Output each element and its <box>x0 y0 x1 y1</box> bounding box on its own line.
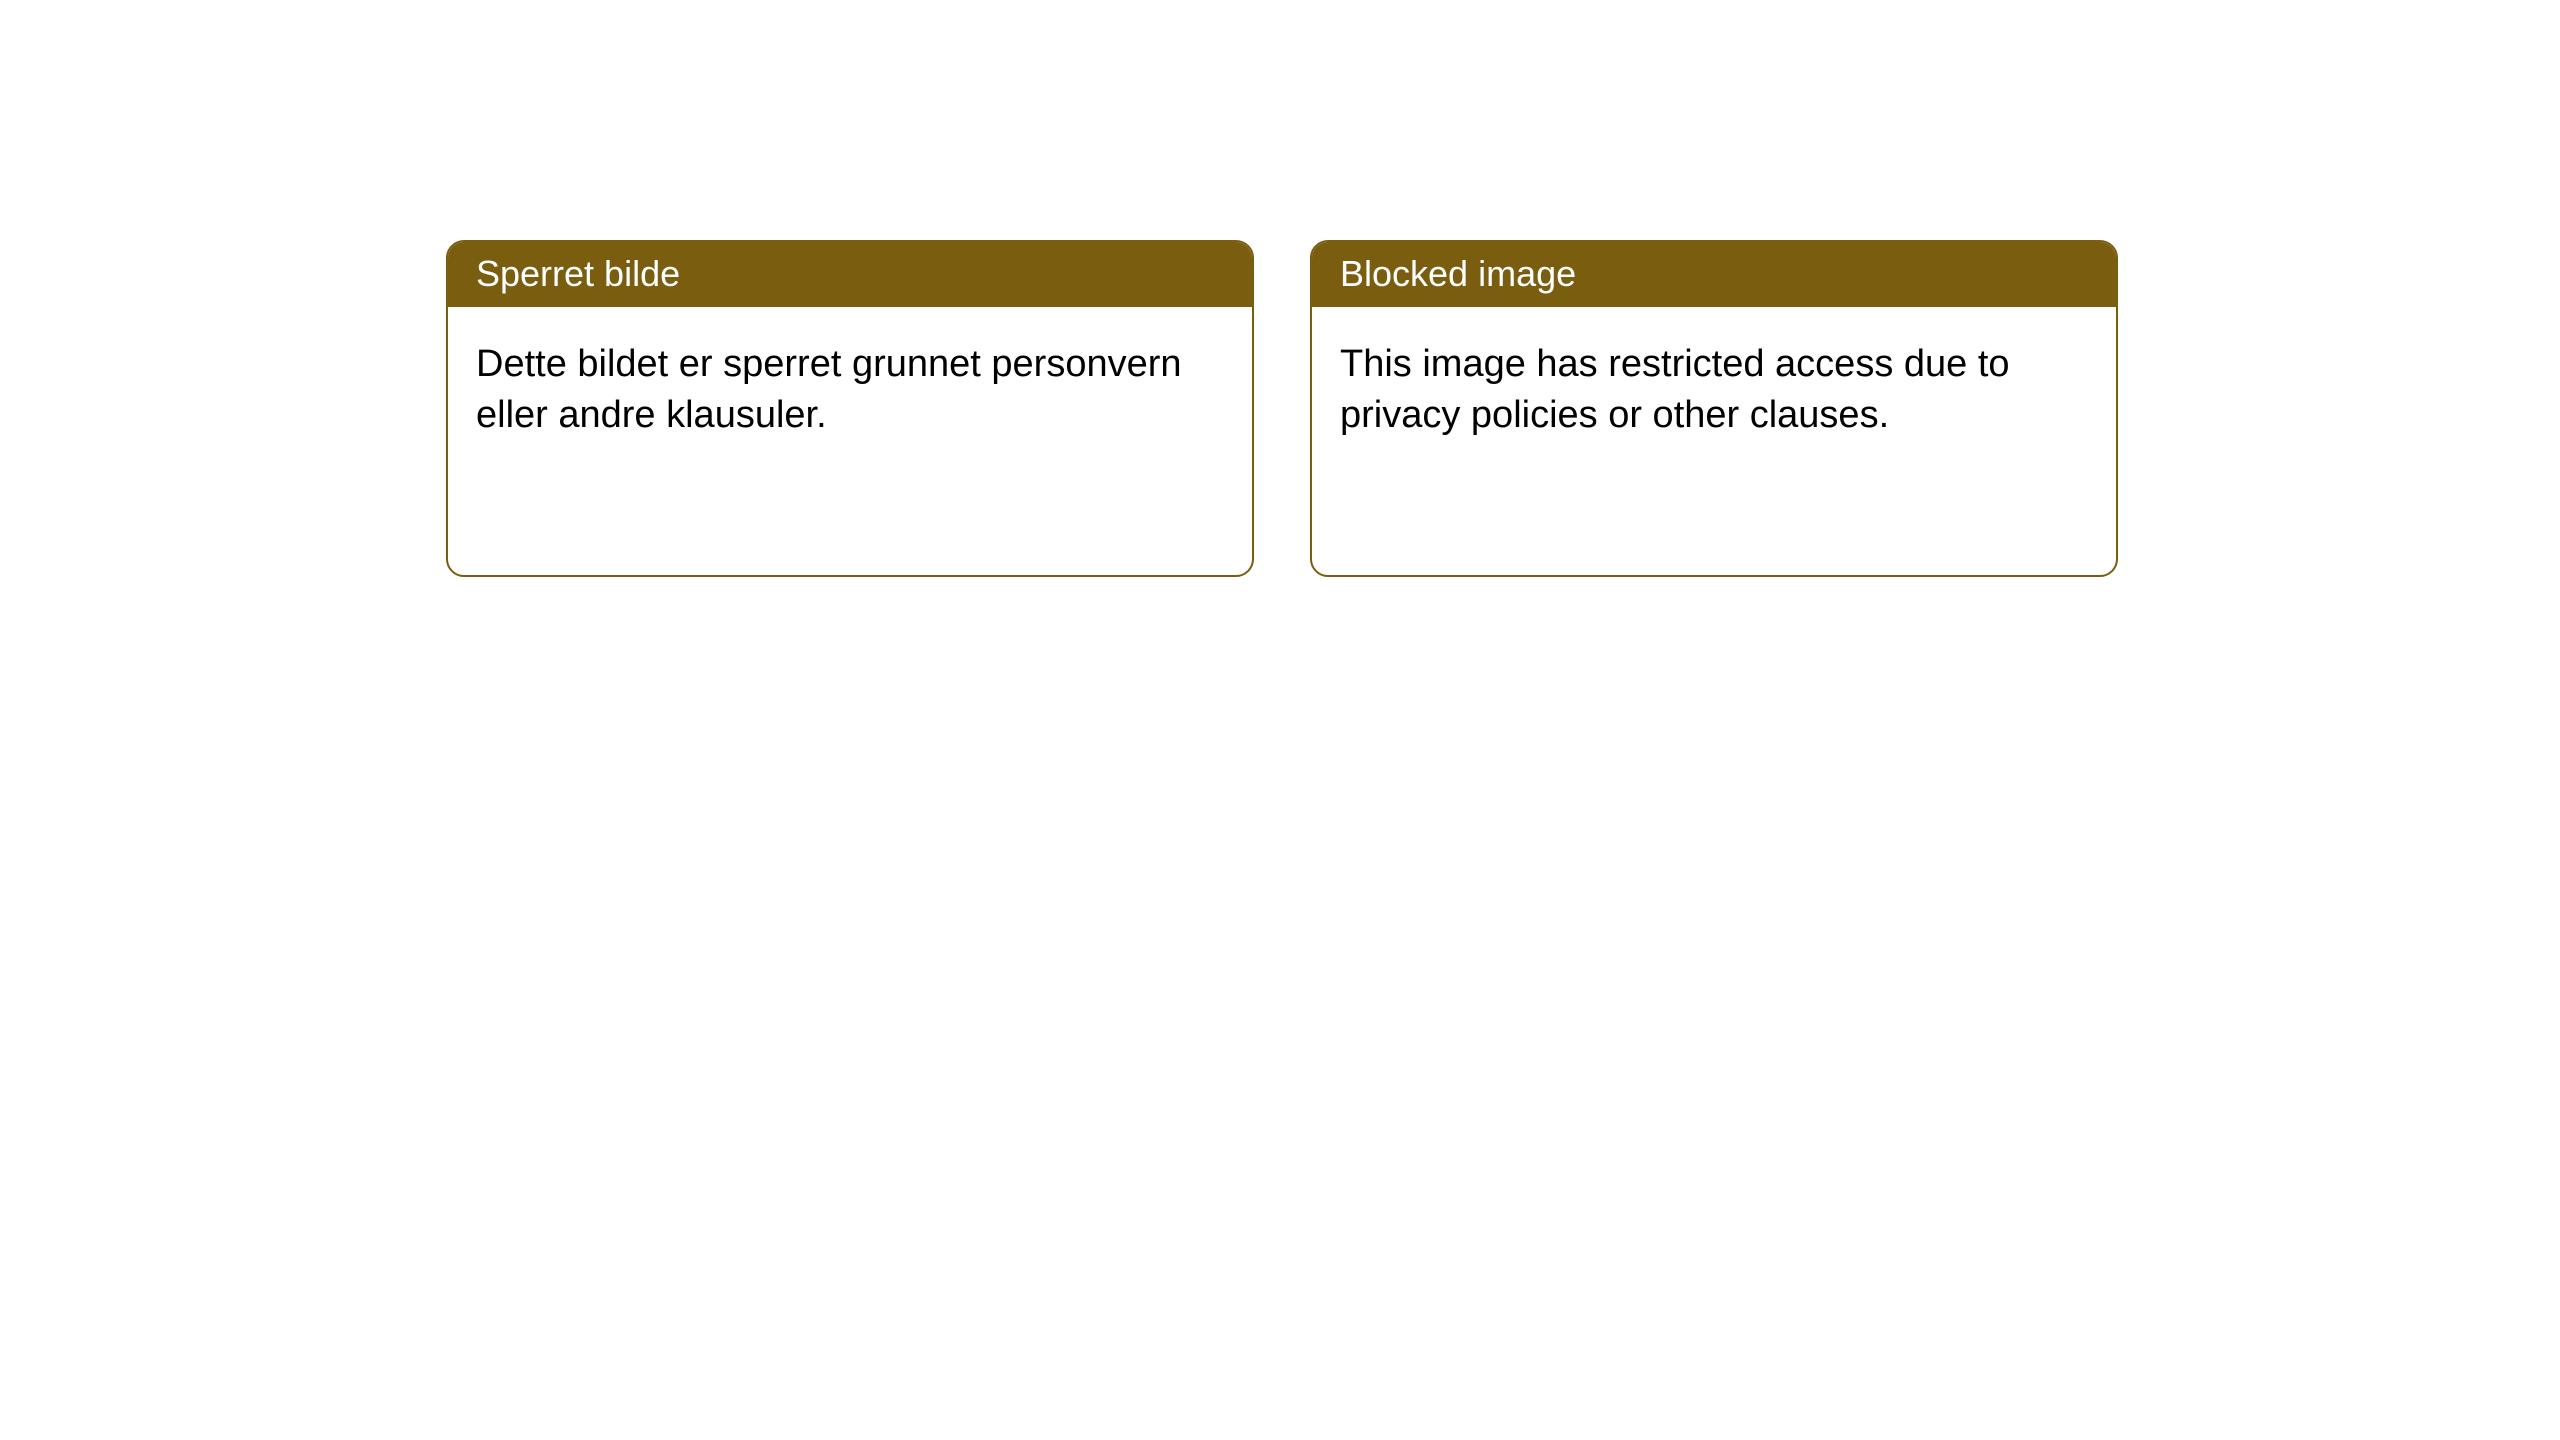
blocked-image-card-en: Blocked image This image has restricted … <box>1310 240 2118 577</box>
card-body-en: This image has restricted access due to … <box>1312 307 2116 462</box>
card-header-en: Blocked image <box>1312 242 2116 307</box>
card-header-no: Sperret bilde <box>448 242 1252 307</box>
blocked-image-card-no: Sperret bilde Dette bildet er sperret gr… <box>446 240 1254 577</box>
card-body-no: Dette bildet er sperret grunnet personve… <box>448 307 1252 462</box>
notice-container: Sperret bilde Dette bildet er sperret gr… <box>0 0 2560 577</box>
